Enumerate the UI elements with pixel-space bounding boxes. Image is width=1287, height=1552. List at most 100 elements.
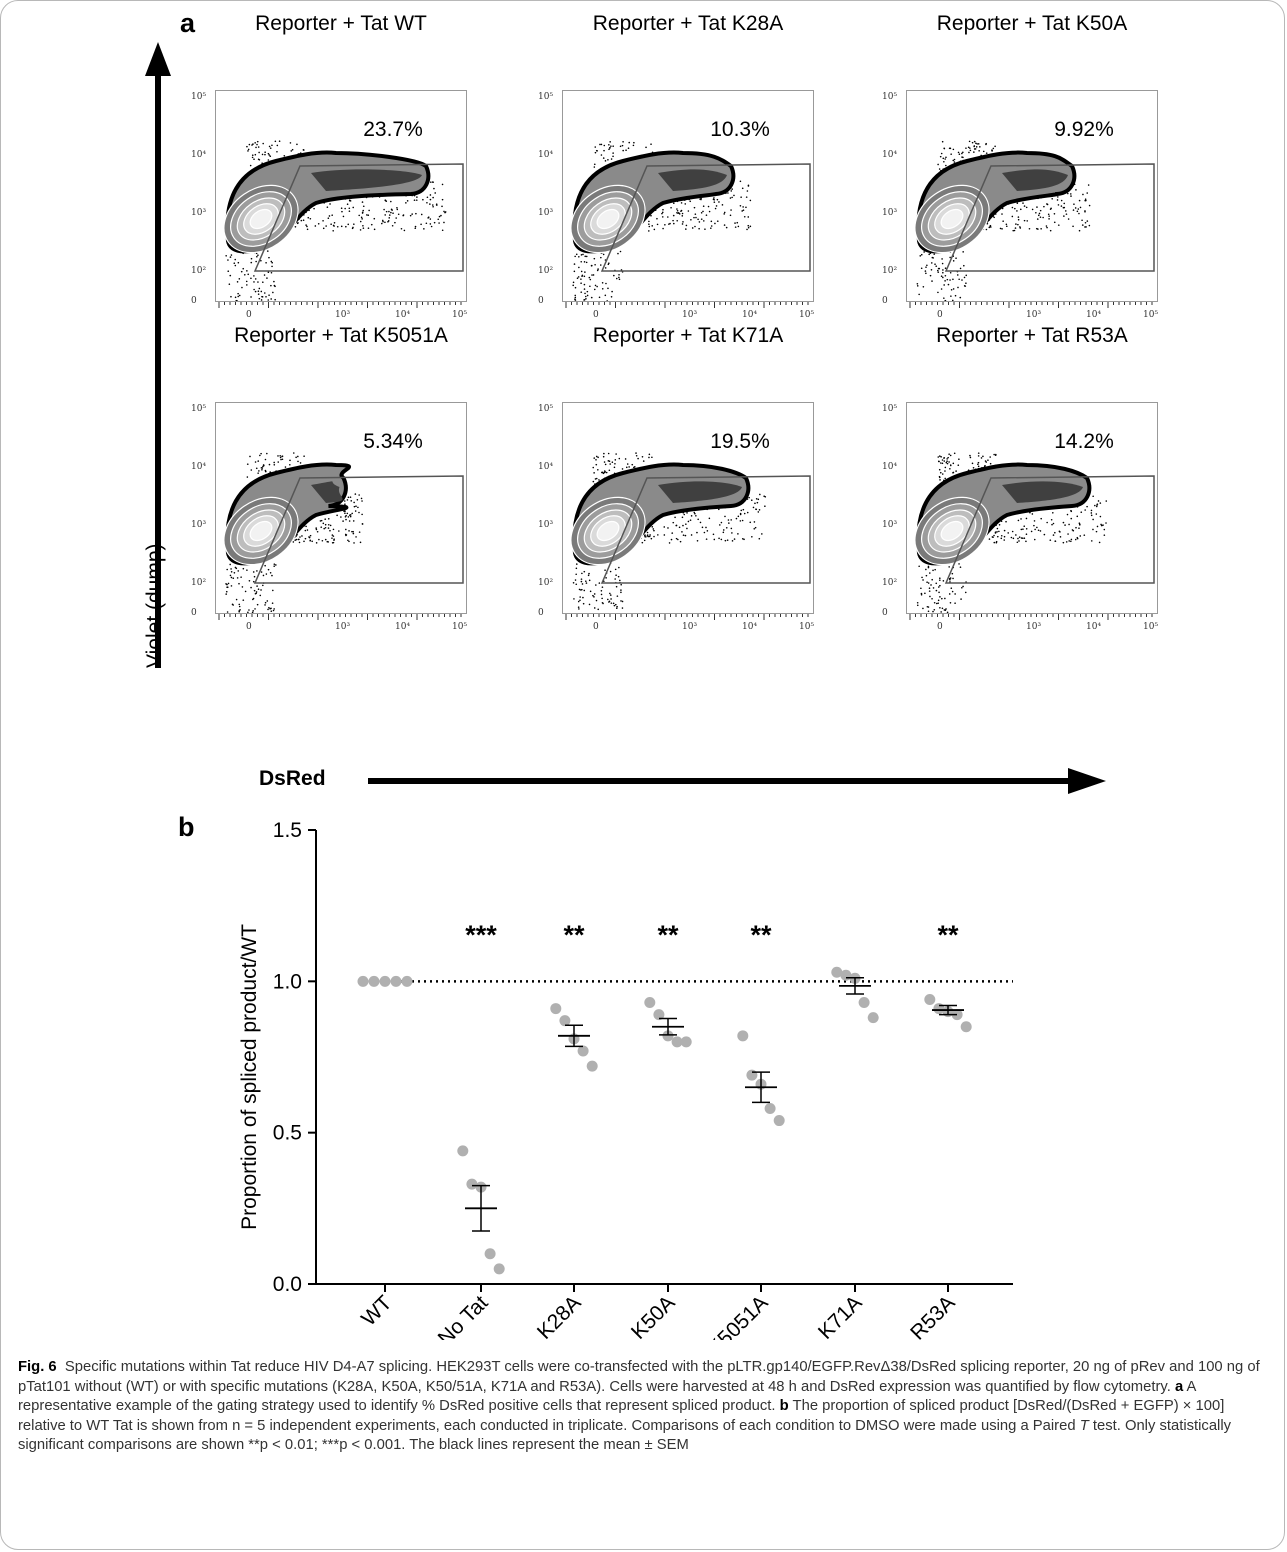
event-dot [238,582,240,585]
event-dot [233,262,236,265]
event-dot [370,223,373,226]
event-dot [329,203,331,205]
event-dot [259,594,262,597]
event-dot [940,456,942,458]
event-dot [1086,505,1088,508]
event-dot [309,534,312,537]
event-dot [267,608,269,611]
event-dot [977,452,980,454]
event-dot [429,194,432,196]
gate-polygon [253,475,464,584]
event-dot [1053,212,1056,215]
event-dot [1023,525,1026,527]
event-dot [588,572,590,575]
event-dot [391,224,394,227]
event-dot [723,224,726,226]
event-dot [620,589,622,591]
event-dot [944,477,947,480]
event-dot [271,261,274,264]
flow-density [223,140,464,301]
event-dot [1015,223,1017,225]
event-dot [935,589,938,592]
event-dot [753,527,756,530]
event-dot [953,158,956,161]
event-dot [271,265,273,268]
event-dot [573,263,576,265]
y-tick-label: 10⁴ [882,462,898,472]
event-dot [698,227,700,230]
event-dot [331,541,334,544]
event-dot [593,457,596,459]
event-dot [1102,524,1104,526]
event-dot [714,222,716,225]
dot-plot: 0.0 0.5 1.0 1.5 Proportion of spliced produc… [238,819,1013,1340]
event-dot [348,540,350,543]
event-dot [577,606,580,608]
event-dot [226,568,228,571]
event-dot [353,542,355,544]
data-point [390,975,402,987]
gate-polygon [600,163,811,272]
x-tick-label: 10⁵ [1143,310,1159,320]
event-dot [592,480,595,483]
event-dot [996,535,999,538]
caption-fig-label: Fig. 6 [18,1359,57,1375]
event-dot [1025,517,1028,520]
x-tick-label: 10⁵ [799,622,815,632]
event-dot [1016,210,1018,212]
event-dot [588,603,591,606]
event-dot [276,144,279,147]
data-point [680,1036,692,1048]
event-dot [1099,502,1102,504]
event-dot [250,277,252,280]
event-dot [359,541,362,544]
event-dot [971,462,974,465]
flow-plot-title: Reporter + Tat WT [255,12,427,35]
event-dot [332,528,335,531]
event-dot [250,469,253,471]
event-dot [962,251,964,253]
event-dot [373,228,376,231]
event-dot [984,464,986,467]
event-dot [270,284,272,287]
event-dot [257,146,260,148]
event-dot [601,597,603,600]
event-dot [609,592,611,595]
contour-ring [249,520,273,542]
event-dot [746,228,748,231]
event-dot [607,287,609,290]
event-dot [350,500,353,502]
event-dot [283,154,286,157]
event-dot [681,516,684,519]
event-dot [684,534,687,537]
event-dot [959,566,962,568]
event-dot [946,460,948,462]
event-dot [258,470,260,472]
event-dot [1100,524,1103,527]
event-dot [270,260,273,263]
event-dot [938,468,941,471]
event-dot [939,577,941,580]
event-dot [610,158,613,160]
event-dot [949,454,952,457]
event-dot [572,281,575,284]
event-dot [924,270,927,272]
event-dot [610,598,612,600]
event-dot [938,168,941,170]
event-dot [305,224,307,226]
event-dot [733,194,735,197]
event-dot [662,208,664,211]
event-dot [593,166,596,168]
event-dot [264,458,267,461]
event-dot [261,153,264,156]
event-dot [1062,521,1065,524]
event-dot [1045,225,1048,227]
caption-text-2: A representative example of the gating s… [18,1378,1196,1415]
event-dot [682,524,684,527]
event-dot [1017,218,1020,221]
event-dot [233,571,236,574]
event-dot [594,151,597,154]
event-dot [355,536,357,538]
event-dot [1078,199,1081,202]
event-dot [949,271,952,274]
